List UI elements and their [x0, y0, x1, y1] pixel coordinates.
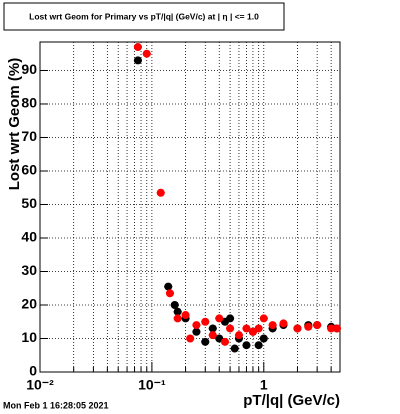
marker — [173, 307, 182, 316]
marker — [156, 188, 165, 197]
marker — [186, 334, 195, 343]
y-tick-label: 30 — [21, 262, 37, 278]
marker — [242, 324, 251, 333]
marker — [226, 314, 235, 323]
y-tick-label: 80 — [21, 95, 37, 111]
marker — [165, 289, 174, 298]
marker — [242, 341, 251, 350]
marker — [208, 324, 217, 333]
y-axis-label: Lost wrt Geom (%) — [6, 58, 23, 191]
marker — [279, 319, 288, 328]
x-tick-label: 10⁻² — [26, 377, 54, 393]
x-tick-label: 1 — [260, 377, 268, 393]
marker — [208, 331, 217, 340]
marker — [327, 324, 336, 333]
marker — [226, 324, 235, 333]
marker — [173, 314, 182, 323]
marker — [313, 321, 322, 330]
marker — [164, 282, 173, 291]
marker — [133, 43, 142, 52]
x-axis-label: pT/|q| (GeV/c) — [243, 392, 340, 409]
plot-frame — [39, 41, 341, 373]
marker — [215, 314, 224, 323]
x-tick-label: 10⁻¹ — [138, 377, 166, 393]
marker — [254, 341, 263, 350]
y-tick-label: 50 — [21, 195, 37, 211]
marker — [192, 327, 201, 336]
marker — [220, 337, 229, 346]
y-tick-label: 70 — [21, 128, 37, 144]
marker — [192, 321, 201, 330]
y-tick-label: 40 — [21, 229, 37, 245]
marker — [201, 337, 210, 346]
marker — [268, 321, 277, 330]
y-tick-label: 10 — [21, 329, 37, 345]
marker — [259, 334, 268, 343]
y-tick-label: 90 — [21, 61, 37, 77]
y-tick-label: 60 — [21, 162, 37, 178]
marker — [230, 344, 239, 353]
marker — [234, 331, 243, 340]
marker — [293, 324, 302, 333]
marker — [332, 324, 341, 333]
y-tick-label: 0 — [29, 363, 37, 379]
marker — [254, 324, 263, 333]
y-tick-label: 20 — [21, 296, 37, 312]
marker — [170, 300, 179, 309]
marker — [133, 56, 142, 65]
timestamp: Mon Feb 1 16:28:05 2021 — [3, 400, 109, 410]
chart-title: Lost wrt Geom for Primary vs pT/|q| (GeV… — [29, 11, 259, 21]
title-box — [3, 2, 285, 31]
marker — [304, 322, 313, 331]
marker — [201, 317, 210, 326]
marker — [142, 49, 151, 58]
marker — [181, 311, 190, 320]
marker — [259, 314, 268, 323]
